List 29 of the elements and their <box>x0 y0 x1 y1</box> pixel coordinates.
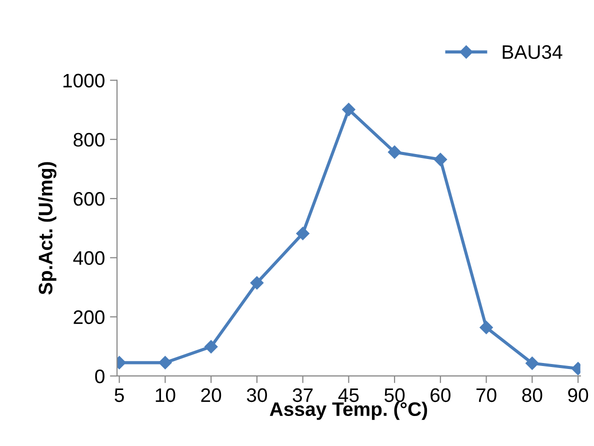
point <box>296 226 310 240</box>
x-tick-label: 70 <box>476 388 496 402</box>
x-tick-label: 10 <box>156 388 176 402</box>
y-tick-label: 1000 <box>63 74 104 88</box>
x-tick-label: 50 <box>384 388 405 402</box>
x-tick-label: 80 <box>522 388 542 402</box>
y-axis-title: Sp.Act. (U/mg) <box>38 162 56 295</box>
x-tick-label: 45 <box>338 388 359 402</box>
x-tick-label: 37 <box>292 388 313 402</box>
x-tick-label: 60 <box>430 388 450 402</box>
point <box>388 146 402 159</box>
point <box>158 356 172 370</box>
y-tick-label: 800 <box>74 132 104 147</box>
point <box>204 340 218 354</box>
x-tick-label: 5 <box>114 388 124 402</box>
y-tick-label: 600 <box>74 192 104 206</box>
legend-label: BAU34 <box>502 45 562 59</box>
point <box>526 356 539 370</box>
x-axis-title: Assay Temp. (°C) <box>270 402 428 420</box>
x-tick-label: 30 <box>246 388 267 402</box>
point <box>342 102 356 116</box>
point <box>434 152 448 166</box>
x-tick-label: 20 <box>201 388 222 402</box>
point <box>250 276 264 290</box>
y-tick-label: 400 <box>73 251 104 265</box>
x-tick-label: 90 <box>568 388 588 402</box>
y-tick-label: 200 <box>74 310 104 324</box>
y-tick-label: 0 <box>95 369 104 384</box>
point <box>480 320 493 334</box>
